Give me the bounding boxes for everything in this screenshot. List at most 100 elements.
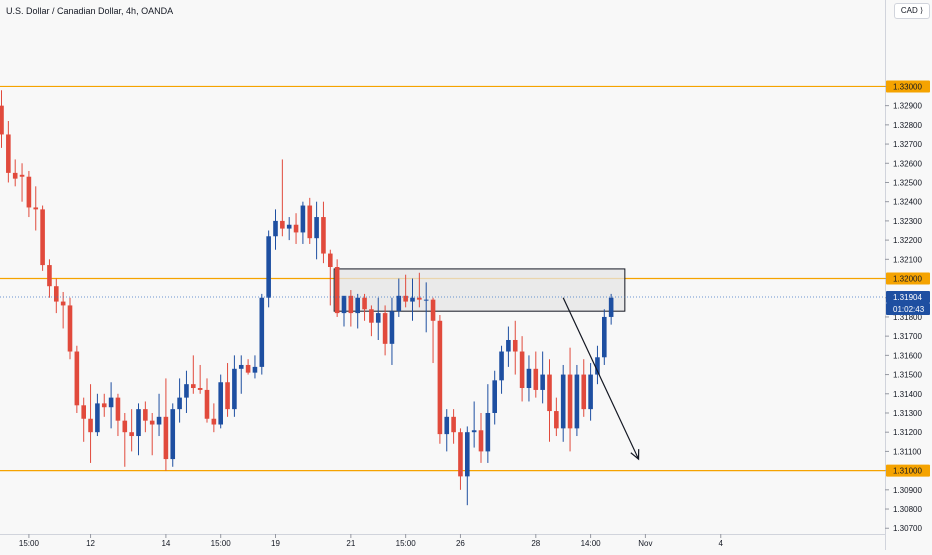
current-price-label: 1.31904: [893, 293, 922, 302]
time-tick-label: 21: [346, 539, 355, 548]
candle-body: [286, 224, 292, 229]
price-tick-label: 1.32300: [893, 217, 922, 226]
candle-body: [252, 366, 258, 373]
candle-body: [608, 297, 614, 317]
price-tick-label: 1.31200: [893, 428, 922, 437]
current-price-badge: [886, 290, 930, 303]
time-tick-label: 28: [531, 539, 540, 548]
price-tick-label: 1.30800: [893, 505, 922, 514]
candle-body: [581, 374, 587, 410]
candle-body: [602, 316, 607, 358]
candle-body: [492, 380, 497, 413]
candle-body: [259, 297, 265, 367]
price-tick-label: 1.31700: [893, 332, 922, 341]
candle-body: [417, 297, 422, 300]
candle-body: [321, 217, 326, 254]
time-tick-label: Nov: [638, 539, 652, 548]
price-tick-label: 1.32700: [893, 140, 922, 149]
candle-body: [348, 295, 354, 314]
candle-body: [471, 430, 477, 433]
candle-body: [197, 388, 203, 390]
candle-body: [451, 416, 456, 433]
level-price-badge: [886, 464, 930, 477]
candle-body: [307, 205, 313, 239]
candle-body: [74, 351, 80, 406]
level-price-badge-label: 1.33000: [893, 82, 922, 91]
candle-body: [129, 432, 134, 437]
candle-body: [156, 416, 162, 425]
candle-body: [341, 295, 347, 314]
candle-body: [47, 265, 52, 287]
candle-body: [574, 374, 580, 429]
price-tick-label: 1.31500: [893, 371, 922, 380]
candle-body: [204, 389, 210, 419]
level-price-badge-label: 1.32000: [893, 275, 922, 284]
candle-body: [40, 209, 45, 266]
candle-body: [211, 418, 217, 425]
candle-body: [12, 172, 18, 179]
candle-body: [143, 409, 148, 421]
price-tick-label: 1.32200: [893, 236, 922, 245]
candle-body: [225, 382, 230, 410]
candle-body: [403, 295, 408, 302]
candle-body: [266, 236, 271, 298]
candle-body: [26, 176, 32, 208]
candle-body: [232, 368, 237, 410]
candle-body: [547, 374, 552, 412]
candle-body: [567, 374, 573, 429]
candle-body: [437, 320, 443, 435]
candle-body: [184, 384, 189, 398]
time-tick-label: 14: [161, 539, 170, 548]
price-tick-label: 1.32600: [893, 159, 922, 168]
candle-body: [430, 299, 436, 321]
time-tick-label: 26: [456, 539, 465, 548]
candle-body: [478, 430, 484, 452]
candle-body: [115, 397, 121, 421]
candle-body: [67, 305, 73, 352]
price-tick-label: 1.31400: [893, 390, 922, 399]
candle-body: [588, 374, 593, 410]
price-tick-label: 1.31800: [893, 313, 922, 322]
price-tick-label: 1.31100: [893, 447, 922, 456]
candle-body: [375, 313, 381, 323]
candle-body: [81, 405, 86, 419]
candle-body: [362, 297, 367, 310]
candle-body: [410, 297, 415, 302]
time-tick-label: 15:00: [396, 539, 417, 548]
price-tick-label: 1.32100: [893, 255, 922, 264]
candle-body: [389, 311, 395, 344]
price-tick-label: 1.32500: [893, 178, 922, 187]
candle-body: [519, 351, 525, 389]
candle-body: [54, 286, 59, 302]
candle-body: [108, 397, 114, 408]
time-tick-label: 14:00: [581, 539, 602, 548]
candle-body: [540, 374, 545, 390]
candle-body: [136, 409, 141, 437]
candle-body: [60, 301, 66, 306]
currency-button[interactable]: CAD ⟩: [894, 3, 930, 19]
countdown-label: 01:02:43: [893, 305, 925, 314]
price-tick-label: 1.32400: [893, 198, 922, 207]
candle-body: [0, 105, 4, 135]
candle-body: [458, 432, 463, 477]
candle-body: [369, 309, 374, 323]
time-tick-label: 12: [86, 539, 95, 548]
candle-body: [33, 207, 39, 210]
candle-body: [245, 364, 251, 373]
candle-body: [314, 217, 319, 239]
candle-body: [280, 220, 285, 229]
level-price-badge: [886, 80, 930, 93]
candle-body: [499, 351, 504, 381]
candle-body: [101, 403, 107, 408]
candle-body: [328, 253, 333, 267]
price-tick-label: 1.31300: [893, 409, 922, 418]
supply-zone-box: [333, 268, 626, 312]
candle-body: [191, 384, 196, 389]
candle-body: [382, 313, 388, 344]
candle-body: [444, 416, 450, 435]
candle-body: [465, 432, 470, 477]
projection-arrow-head: [630, 449, 640, 461]
candle-body: [423, 299, 429, 301]
